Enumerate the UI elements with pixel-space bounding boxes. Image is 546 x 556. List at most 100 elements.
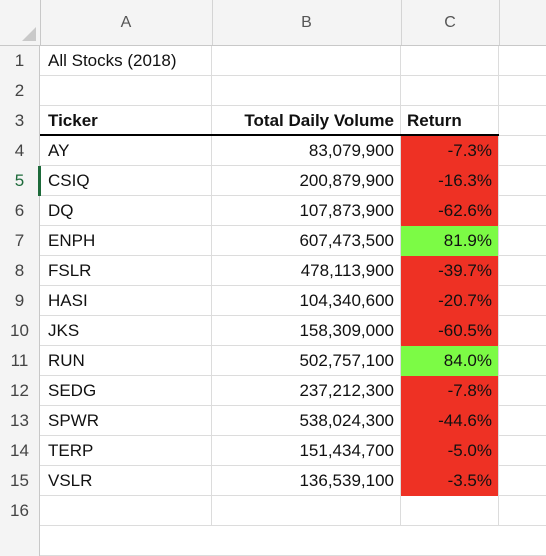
data-row: 4 AY 83,079,900 -7.3% [0,136,546,166]
row-header[interactable]: 13 [0,406,40,436]
empty-cell[interactable] [499,196,546,226]
data-row: 8 FSLR 478,113,900 -39.7% [0,256,546,286]
volume-cell[interactable]: 538,024,300 [212,406,401,436]
cell-d2[interactable] [499,76,546,106]
data-row: 9 HASI 104,340,600 -20.7% [0,286,546,316]
empty-cell[interactable] [499,286,546,316]
row-header[interactable]: 12 [0,376,40,406]
row-header[interactable]: 3 [0,106,40,136]
return-cell[interactable]: -62.6% [401,196,499,226]
empty-cell[interactable] [499,376,546,406]
data-row: 10 JKS 158,309,000 -60.5% [0,316,546,346]
ticker-cell[interactable]: FSLR [40,256,212,286]
row-header[interactable]: 8 [0,256,40,286]
return-cell[interactable]: 81.9% [401,226,499,256]
cell-a16[interactable] [40,496,212,526]
empty-cell[interactable] [499,166,546,196]
cell-b2[interactable] [212,76,401,106]
ticker-cell[interactable]: DQ [40,196,212,226]
ticker-cell[interactable]: SEDG [40,376,212,406]
cell-d16[interactable] [499,496,546,526]
return-cell[interactable]: -7.8% [401,376,499,406]
selected-row-indicator [38,166,41,196]
return-cell[interactable]: -3.5% [401,466,499,496]
data-row: 12 SEDG 237,212,300 -7.8% [0,376,546,406]
ticker-header-cell[interactable]: Ticker [40,106,212,136]
row-header[interactable] [0,526,40,556]
sheet-row-17-partial [0,526,546,556]
volume-cell[interactable]: 237,212,300 [212,376,401,406]
data-row: 15 VSLR 136,539,100 -3.5% [0,466,546,496]
cell-c1[interactable] [401,46,499,76]
return-cell[interactable]: -60.5% [401,316,499,346]
ticker-cell[interactable]: TERP [40,436,212,466]
volume-cell[interactable]: 200,879,900 [212,166,401,196]
row-header[interactable]: 11 [0,346,40,376]
return-cell[interactable]: -39.7% [401,256,499,286]
ticker-cell[interactable]: SPWR [40,406,212,436]
row-header[interactable]: 4 [0,136,40,166]
empty-cell[interactable] [499,436,546,466]
row-header[interactable]: 9 [0,286,40,316]
cell-d1[interactable] [499,46,546,76]
row-header[interactable]: 14 [0,436,40,466]
volume-cell[interactable]: 607,473,500 [212,226,401,256]
cell-c16[interactable] [401,496,499,526]
empty-cell[interactable] [499,406,546,436]
sheet-row-16: 16 [0,496,546,526]
volume-cell[interactable]: 478,113,900 [212,256,401,286]
row-header[interactable]: 10 [0,316,40,346]
header-bottom-border [40,134,499,136]
column-header-b[interactable]: B [212,0,402,45]
row-header-selected[interactable]: 5 [0,166,40,196]
return-header-cell[interactable]: Return [401,106,499,136]
data-row: 13 SPWR 538,024,300 -44.6% [0,406,546,436]
volume-cell[interactable]: 158,309,000 [212,316,401,346]
ticker-cell[interactable]: CSIQ [40,166,212,196]
return-cell[interactable]: -20.7% [401,286,499,316]
row-header[interactable]: 16 [0,496,40,526]
empty-cell[interactable] [499,226,546,256]
volume-cell[interactable]: 107,873,900 [212,196,401,226]
data-row: 6 DQ 107,873,900 -62.6% [0,196,546,226]
ticker-cell[interactable]: VSLR [40,466,212,496]
column-header-c[interactable]: C [401,0,500,45]
return-cell[interactable]: -16.3% [401,166,499,196]
cell-d3[interactable] [499,106,546,136]
select-all-triangle-icon [22,27,36,41]
volume-cell[interactable]: 151,434,700 [212,436,401,466]
volume-header-cell[interactable]: Total Daily Volume [212,106,401,136]
row-header[interactable]: 7 [0,226,40,256]
cell-c2[interactable] [401,76,499,106]
empty-cell[interactable] [499,256,546,286]
empty-cell[interactable] [499,316,546,346]
cell-b1[interactable] [212,46,401,76]
empty-cell[interactable] [499,466,546,496]
row-header[interactable]: 1 [0,46,40,76]
volume-cell[interactable]: 136,539,100 [212,466,401,496]
cell-a2[interactable] [40,76,212,106]
volume-cell[interactable]: 104,340,600 [212,286,401,316]
volume-cell[interactable]: 83,079,900 [212,136,401,166]
ticker-cell[interactable]: JKS [40,316,212,346]
empty-cell[interactable] [499,346,546,376]
volume-cell[interactable]: 502,757,100 [212,346,401,376]
ticker-cell[interactable]: RUN [40,346,212,376]
return-cell[interactable]: 84.0% [401,346,499,376]
ticker-cell[interactable]: HASI [40,286,212,316]
empty-cell[interactable] [499,136,546,166]
title-cell[interactable]: All Stocks (2018) [40,46,212,76]
return-cell[interactable]: -7.3% [401,136,499,166]
row-header[interactable]: 2 [0,76,40,106]
column-header-row: A B C [0,0,546,46]
return-cell[interactable]: -5.0% [401,436,499,466]
ticker-cell[interactable]: AY [40,136,212,166]
return-cell[interactable]: -44.6% [401,406,499,436]
row-header[interactable]: 6 [0,196,40,226]
select-all-corner[interactable] [0,0,41,45]
row-header[interactable]: 15 [0,466,40,496]
ticker-cell[interactable]: ENPH [40,226,212,256]
cell-b16[interactable] [212,496,401,526]
column-header-a[interactable]: A [40,0,213,45]
